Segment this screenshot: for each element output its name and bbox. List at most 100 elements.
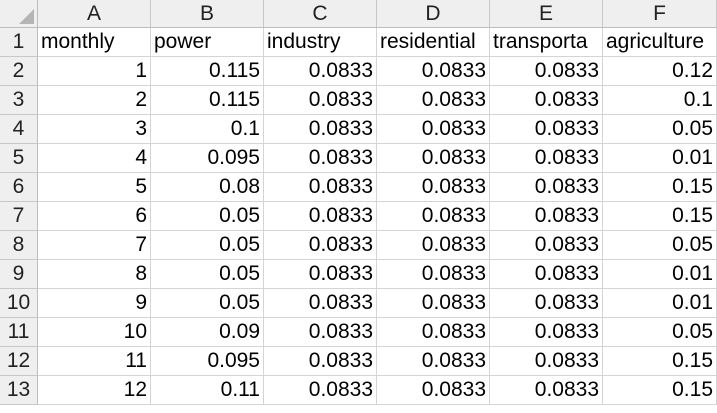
- cell-e12[interactable]: 0.0833: [490, 347, 603, 376]
- cell-d12[interactable]: 0.0833: [377, 347, 490, 376]
- cell-c7[interactable]: 0.0833: [264, 202, 377, 231]
- cell-a13[interactable]: 12: [38, 376, 151, 405]
- cell-d8[interactable]: 0.0833: [377, 231, 490, 260]
- cell-d9[interactable]: 0.0833: [377, 260, 490, 289]
- cell-c6[interactable]: 0.0833: [264, 173, 377, 202]
- cell-d2[interactable]: 0.0833: [377, 57, 490, 86]
- cell-a3[interactable]: 2: [38, 86, 151, 115]
- cell-f4[interactable]: 0.05: [603, 115, 717, 144]
- row-header-9[interactable]: 9: [0, 260, 38, 289]
- cell-f12[interactable]: 0.15: [603, 347, 717, 376]
- select-all-corner[interactable]: [0, 0, 38, 28]
- cell-c5[interactable]: 0.0833: [264, 144, 377, 173]
- cell-f11[interactable]: 0.05: [603, 318, 717, 347]
- cell-c3[interactable]: 0.0833: [264, 86, 377, 115]
- cell-b7[interactable]: 0.05: [151, 202, 264, 231]
- cell-c11[interactable]: 0.0833: [264, 318, 377, 347]
- row-header-7[interactable]: 7: [0, 202, 38, 231]
- row-header-5[interactable]: 5: [0, 144, 38, 173]
- cell-c13[interactable]: 0.0833: [264, 376, 377, 405]
- row-header-10[interactable]: 10: [0, 289, 38, 318]
- cell-f8[interactable]: 0.05: [603, 231, 717, 260]
- cell-a9[interactable]: 8: [38, 260, 151, 289]
- cell-b9[interactable]: 0.05: [151, 260, 264, 289]
- cell-a4[interactable]: 3: [38, 115, 151, 144]
- row-header-4[interactable]: 4: [0, 115, 38, 144]
- cell-d11[interactable]: 0.0833: [377, 318, 490, 347]
- cell-b2[interactable]: 0.115: [151, 57, 264, 86]
- cell-c2[interactable]: 0.0833: [264, 57, 377, 86]
- cell-a1[interactable]: monthly: [38, 28, 151, 57]
- cell-f5[interactable]: 0.01: [603, 144, 717, 173]
- column-header-e[interactable]: E: [490, 0, 603, 28]
- cell-a10[interactable]: 9: [38, 289, 151, 318]
- cell-d3[interactable]: 0.0833: [377, 86, 490, 115]
- cell-c12[interactable]: 0.0833: [264, 347, 377, 376]
- cell-a12[interactable]: 11: [38, 347, 151, 376]
- cell-e4[interactable]: 0.0833: [490, 115, 603, 144]
- cell-a7[interactable]: 6: [38, 202, 151, 231]
- cell-f1[interactable]: agriculture: [603, 28, 717, 57]
- cell-f3[interactable]: 0.1: [603, 86, 717, 115]
- column-header-d[interactable]: D: [377, 0, 490, 28]
- row-header-12[interactable]: 12: [0, 347, 38, 376]
- cell-c1[interactable]: industry: [264, 28, 377, 57]
- cell-d1[interactable]: residential: [377, 28, 490, 57]
- row-header-11[interactable]: 11: [0, 318, 38, 347]
- cell-b4[interactable]: 0.1: [151, 115, 264, 144]
- cell-c8[interactable]: 0.0833: [264, 231, 377, 260]
- cell-b11[interactable]: 0.09: [151, 318, 264, 347]
- cell-e13[interactable]: 0.0833: [490, 376, 603, 405]
- cell-b13[interactable]: 0.11: [151, 376, 264, 405]
- cell-e3[interactable]: 0.0833: [490, 86, 603, 115]
- cell-c9[interactable]: 0.0833: [264, 260, 377, 289]
- cell-d4[interactable]: 0.0833: [377, 115, 490, 144]
- cell-e10[interactable]: 0.0833: [490, 289, 603, 318]
- row-header-8[interactable]: 8: [0, 231, 38, 260]
- cell-e2[interactable]: 0.0833: [490, 57, 603, 86]
- cell-e6[interactable]: 0.0833: [490, 173, 603, 202]
- cell-e9[interactable]: 0.0833: [490, 260, 603, 289]
- row-header-6[interactable]: 6: [0, 173, 38, 202]
- cell-a6[interactable]: 5: [38, 173, 151, 202]
- cell-f9[interactable]: 0.01: [603, 260, 717, 289]
- cell-b3[interactable]: 0.115: [151, 86, 264, 115]
- cell-a8[interactable]: 7: [38, 231, 151, 260]
- column-header-a[interactable]: A: [38, 0, 151, 28]
- cell-a11[interactable]: 10: [38, 318, 151, 347]
- cell-f7[interactable]: 0.15: [603, 202, 717, 231]
- select-all-triangle-icon: [19, 9, 34, 24]
- cell-d13[interactable]: 0.0833: [377, 376, 490, 405]
- cell-a2[interactable]: 1: [38, 57, 151, 86]
- cell-b5[interactable]: 0.095: [151, 144, 264, 173]
- cell-d7[interactable]: 0.0833: [377, 202, 490, 231]
- cell-b8[interactable]: 0.05: [151, 231, 264, 260]
- cell-d5[interactable]: 0.0833: [377, 144, 490, 173]
- cell-e5[interactable]: 0.0833: [490, 144, 603, 173]
- cell-a5[interactable]: 4: [38, 144, 151, 173]
- cell-d6[interactable]: 0.0833: [377, 173, 490, 202]
- cell-b1[interactable]: power: [151, 28, 264, 57]
- row-header-3[interactable]: 3: [0, 86, 38, 115]
- row-header-2[interactable]: 2: [0, 57, 38, 86]
- column-header-b[interactable]: B: [151, 0, 264, 28]
- cell-f6[interactable]: 0.15: [603, 173, 717, 202]
- cell-f10[interactable]: 0.01: [603, 289, 717, 318]
- row-header-1[interactable]: 1: [0, 28, 38, 57]
- cell-b12[interactable]: 0.095: [151, 347, 264, 376]
- cell-e7[interactable]: 0.0833: [490, 202, 603, 231]
- cell-c4[interactable]: 0.0833: [264, 115, 377, 144]
- cell-c10[interactable]: 0.0833: [264, 289, 377, 318]
- cell-d10[interactable]: 0.0833: [377, 289, 490, 318]
- cell-f13[interactable]: 0.15: [603, 376, 717, 405]
- cell-e8[interactable]: 0.0833: [490, 231, 603, 260]
- column-header-c[interactable]: C: [264, 0, 377, 28]
- row-header-13[interactable]: 13: [0, 376, 38, 405]
- cell-b6[interactable]: 0.08: [151, 173, 264, 202]
- column-header-f[interactable]: F: [603, 0, 717, 28]
- cell-e1[interactable]: transporta: [490, 28, 603, 57]
- cell-f2[interactable]: 0.12: [603, 57, 717, 86]
- cell-b10[interactable]: 0.05: [151, 289, 264, 318]
- cell-e11[interactable]: 0.0833: [490, 318, 603, 347]
